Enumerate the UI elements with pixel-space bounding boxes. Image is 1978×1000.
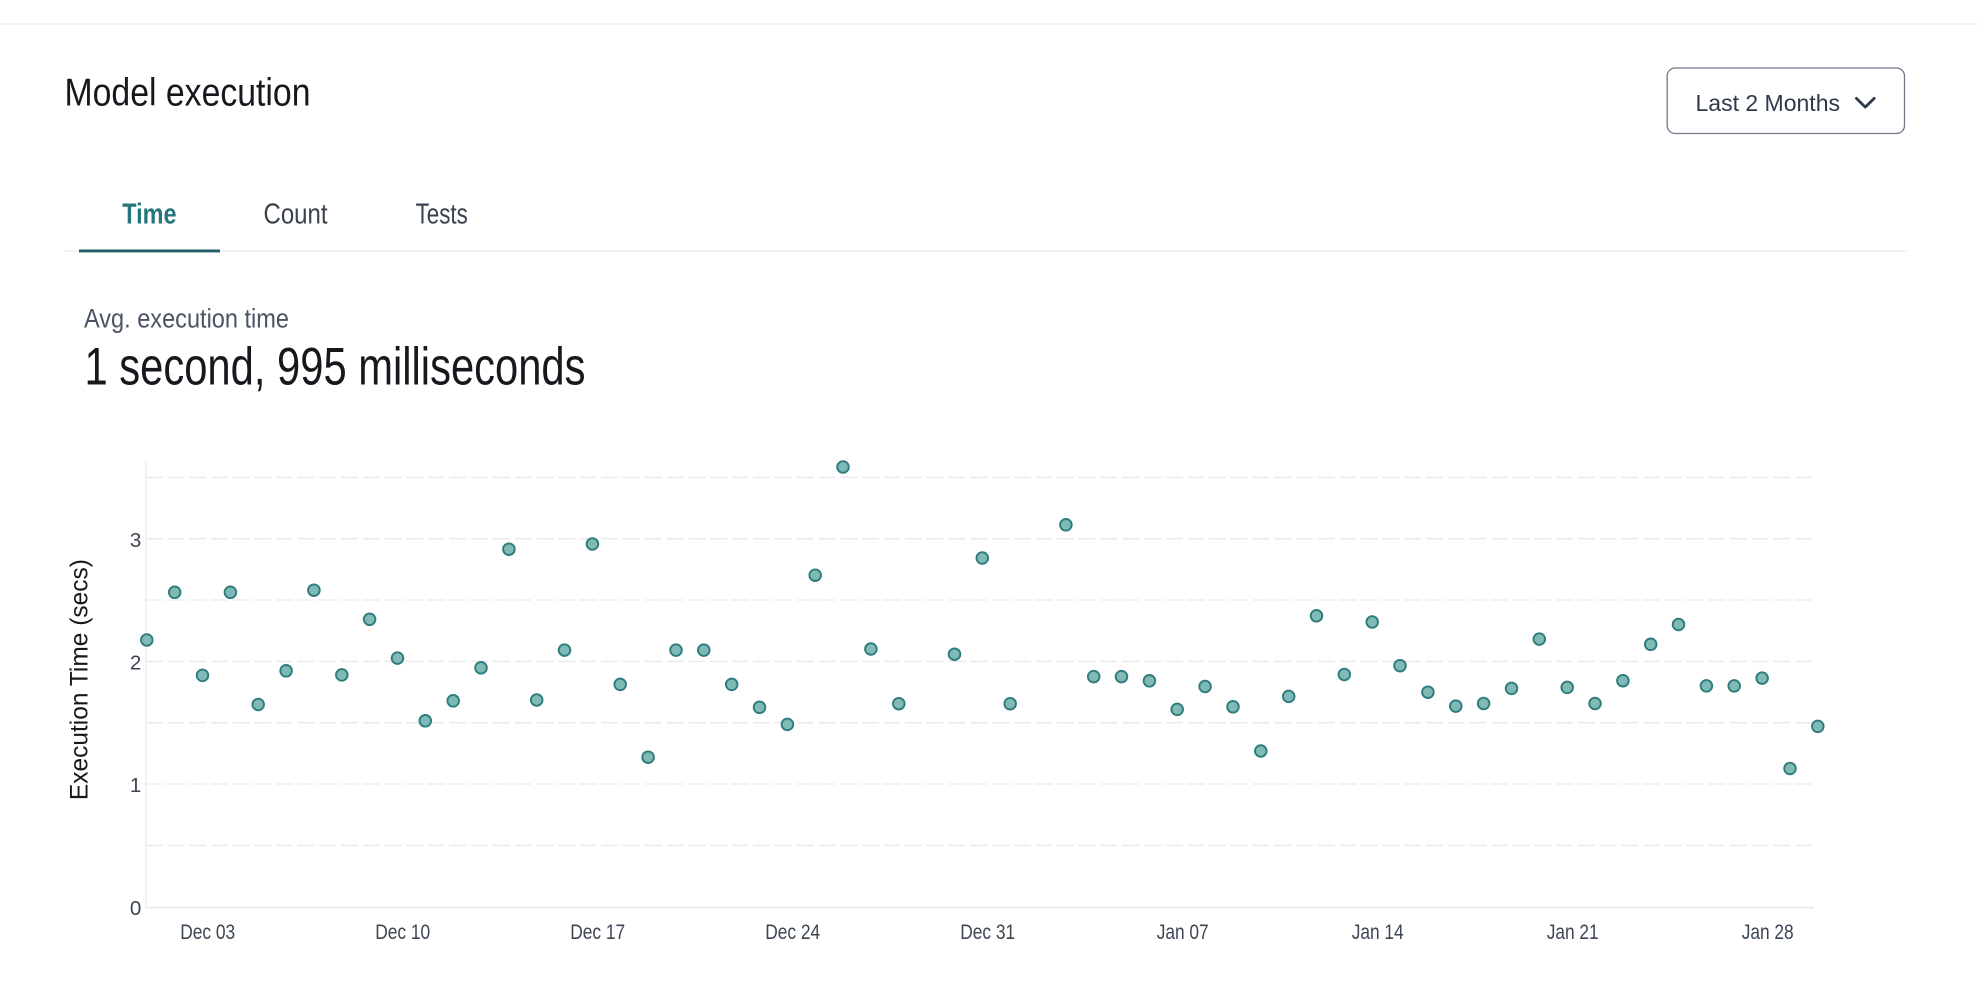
svg-text:Jan 28: Jan 28 (1742, 921, 1794, 944)
svg-text:Jan 21: Jan 21 (1547, 921, 1599, 944)
svg-text:Dec 17: Dec 17 (570, 921, 625, 944)
svg-text:Count: Count (264, 198, 328, 230)
svg-text:Dec 31: Dec 31 (960, 921, 1015, 944)
svg-text:1 second, 995 milliseconds: 1 second, 995 milliseconds (85, 338, 586, 397)
svg-text:3: 3 (130, 529, 141, 552)
svg-text:Time: Time (122, 198, 176, 230)
svg-text:Dec 24: Dec 24 (765, 921, 820, 944)
svg-text:1: 1 (130, 774, 141, 797)
svg-text:Last 2 Months: Last 2 Months (1696, 90, 1841, 116)
svg-text:Execution Time (secs): Execution Time (secs) (66, 559, 93, 800)
svg-text:2: 2 (130, 652, 141, 675)
svg-text:Avg. execution time: Avg. execution time (84, 304, 289, 334)
svg-text:Model execution: Model execution (65, 71, 311, 114)
svg-text:0: 0 (130, 897, 141, 920)
svg-text:Dec 10: Dec 10 (375, 921, 430, 944)
svg-text:Jan 14: Jan 14 (1352, 921, 1404, 944)
svg-text:Dec 03: Dec 03 (180, 921, 235, 944)
svg-text:Tests: Tests (416, 198, 468, 230)
svg-text:Jan 07: Jan 07 (1157, 921, 1209, 944)
